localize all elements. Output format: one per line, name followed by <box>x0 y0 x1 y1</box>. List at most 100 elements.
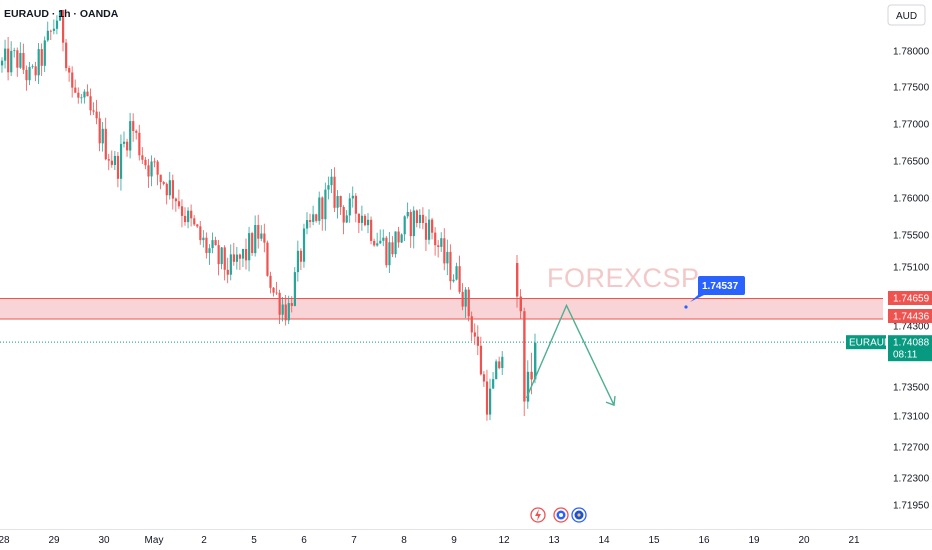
candle-body <box>501 356 504 368</box>
candle-body <box>52 28 56 31</box>
price-tick-label: 1.72300 <box>893 474 930 485</box>
candle-body <box>489 388 492 415</box>
candle-body <box>177 201 181 207</box>
price-tick-label: 1.75500 <box>893 231 930 242</box>
candle-body <box>235 254 239 262</box>
candle-body <box>470 316 473 333</box>
time-tick-label: 21 <box>848 535 860 546</box>
candle-body <box>71 72 74 88</box>
watermark-text: FOREXCSP <box>547 263 700 293</box>
candle-body <box>464 289 467 307</box>
candle-body <box>104 128 107 160</box>
resistance-zone[interactable] <box>0 298 883 319</box>
candle-body <box>10 50 13 73</box>
candle-body <box>229 254 232 275</box>
symbol-label[interactable]: EURAUD · 1h · OANDA <box>4 8 119 20</box>
candle-body <box>150 161 153 177</box>
time-tick-label: 7 <box>351 535 357 546</box>
candle-body <box>357 213 361 223</box>
candles-group <box>1 10 537 421</box>
candle-body <box>193 218 196 225</box>
candle-body <box>473 332 476 337</box>
candle-body <box>485 381 489 415</box>
candle-body <box>110 160 113 165</box>
candle-body <box>296 250 300 273</box>
candle-body <box>92 110 95 112</box>
candle-body <box>345 215 348 223</box>
candle-body <box>80 97 83 99</box>
candle-body <box>443 238 446 264</box>
candle-body <box>46 30 49 41</box>
candle-body <box>62 10 65 43</box>
candle-body <box>418 214 422 223</box>
candle-body <box>132 121 135 131</box>
candle-body <box>397 231 400 243</box>
candle-body <box>348 198 351 216</box>
candle-body <box>217 245 220 265</box>
candle-body <box>156 161 159 175</box>
candle-body <box>126 141 129 151</box>
time-axis-ticks[interactable]: 28 29 30 May 2 5 6 7 8 9 12 13 14 15 16 19 20 21 <box>0 535 860 546</box>
candle-body <box>144 159 147 166</box>
candle-body <box>281 304 284 315</box>
time-tick-label: 29 <box>48 535 60 546</box>
time-tick-label: 2 <box>201 535 207 546</box>
candle-body <box>180 206 184 216</box>
candle-body <box>141 155 144 160</box>
candle-body <box>342 207 345 223</box>
lightning-icon[interactable] <box>530 507 546 523</box>
candle-body <box>74 87 77 93</box>
candle-body <box>339 196 342 207</box>
globe-icon[interactable] <box>571 507 587 523</box>
candle-body <box>248 233 251 261</box>
flag-icon[interactable] <box>553 507 569 523</box>
candle-body <box>40 49 43 66</box>
candle-body <box>437 245 440 247</box>
price-tick-label: 1.72700 <box>893 443 930 454</box>
candle-body <box>16 50 19 68</box>
projection-path[interactable] <box>525 303 615 406</box>
last-price-tag-text: 1.74088 <box>893 338 930 349</box>
price-tick-label: 1.73100 <box>893 412 930 423</box>
time-tick-label: 20 <box>798 535 810 546</box>
candle-body <box>83 91 86 98</box>
candle-body <box>113 155 117 165</box>
candle-body <box>55 20 59 29</box>
candle-body <box>43 40 46 66</box>
candle-body <box>458 266 461 292</box>
price-callout[interactable]: 1.74537 <box>684 276 745 309</box>
candle-body <box>431 219 434 233</box>
candle-body <box>223 247 226 270</box>
candle-body <box>287 303 290 321</box>
candle-body <box>31 66 34 68</box>
candle-body <box>7 48 10 73</box>
candle-body <box>394 231 397 255</box>
candle-body <box>530 371 533 380</box>
currency-button[interactable]: AUD <box>887 4 926 26</box>
candle-body <box>174 198 178 202</box>
candle-body <box>278 292 281 315</box>
candle-body <box>360 215 364 223</box>
candle-body <box>159 174 162 182</box>
candle-body <box>306 220 309 229</box>
candle-body <box>428 219 431 240</box>
candle-body <box>318 197 321 221</box>
time-tick-label: 16 <box>698 535 710 546</box>
candle-body <box>257 225 260 239</box>
candle-body <box>1 60 4 66</box>
candle-body <box>4 48 7 61</box>
price-tick-label: 1.76500 <box>893 157 930 168</box>
candle-body <box>382 237 385 241</box>
currency-label: AUD <box>896 11 917 22</box>
candle-body <box>354 195 357 214</box>
price-axis[interactable] <box>883 0 932 530</box>
time-tick-label: 30 <box>98 535 110 546</box>
candle-body <box>211 240 214 249</box>
candle-body <box>275 292 278 294</box>
candle-body <box>449 251 452 282</box>
candle-body <box>107 159 110 161</box>
time-tick-label: 12 <box>498 535 510 546</box>
candle-body <box>238 254 242 259</box>
candle-body <box>153 161 156 163</box>
